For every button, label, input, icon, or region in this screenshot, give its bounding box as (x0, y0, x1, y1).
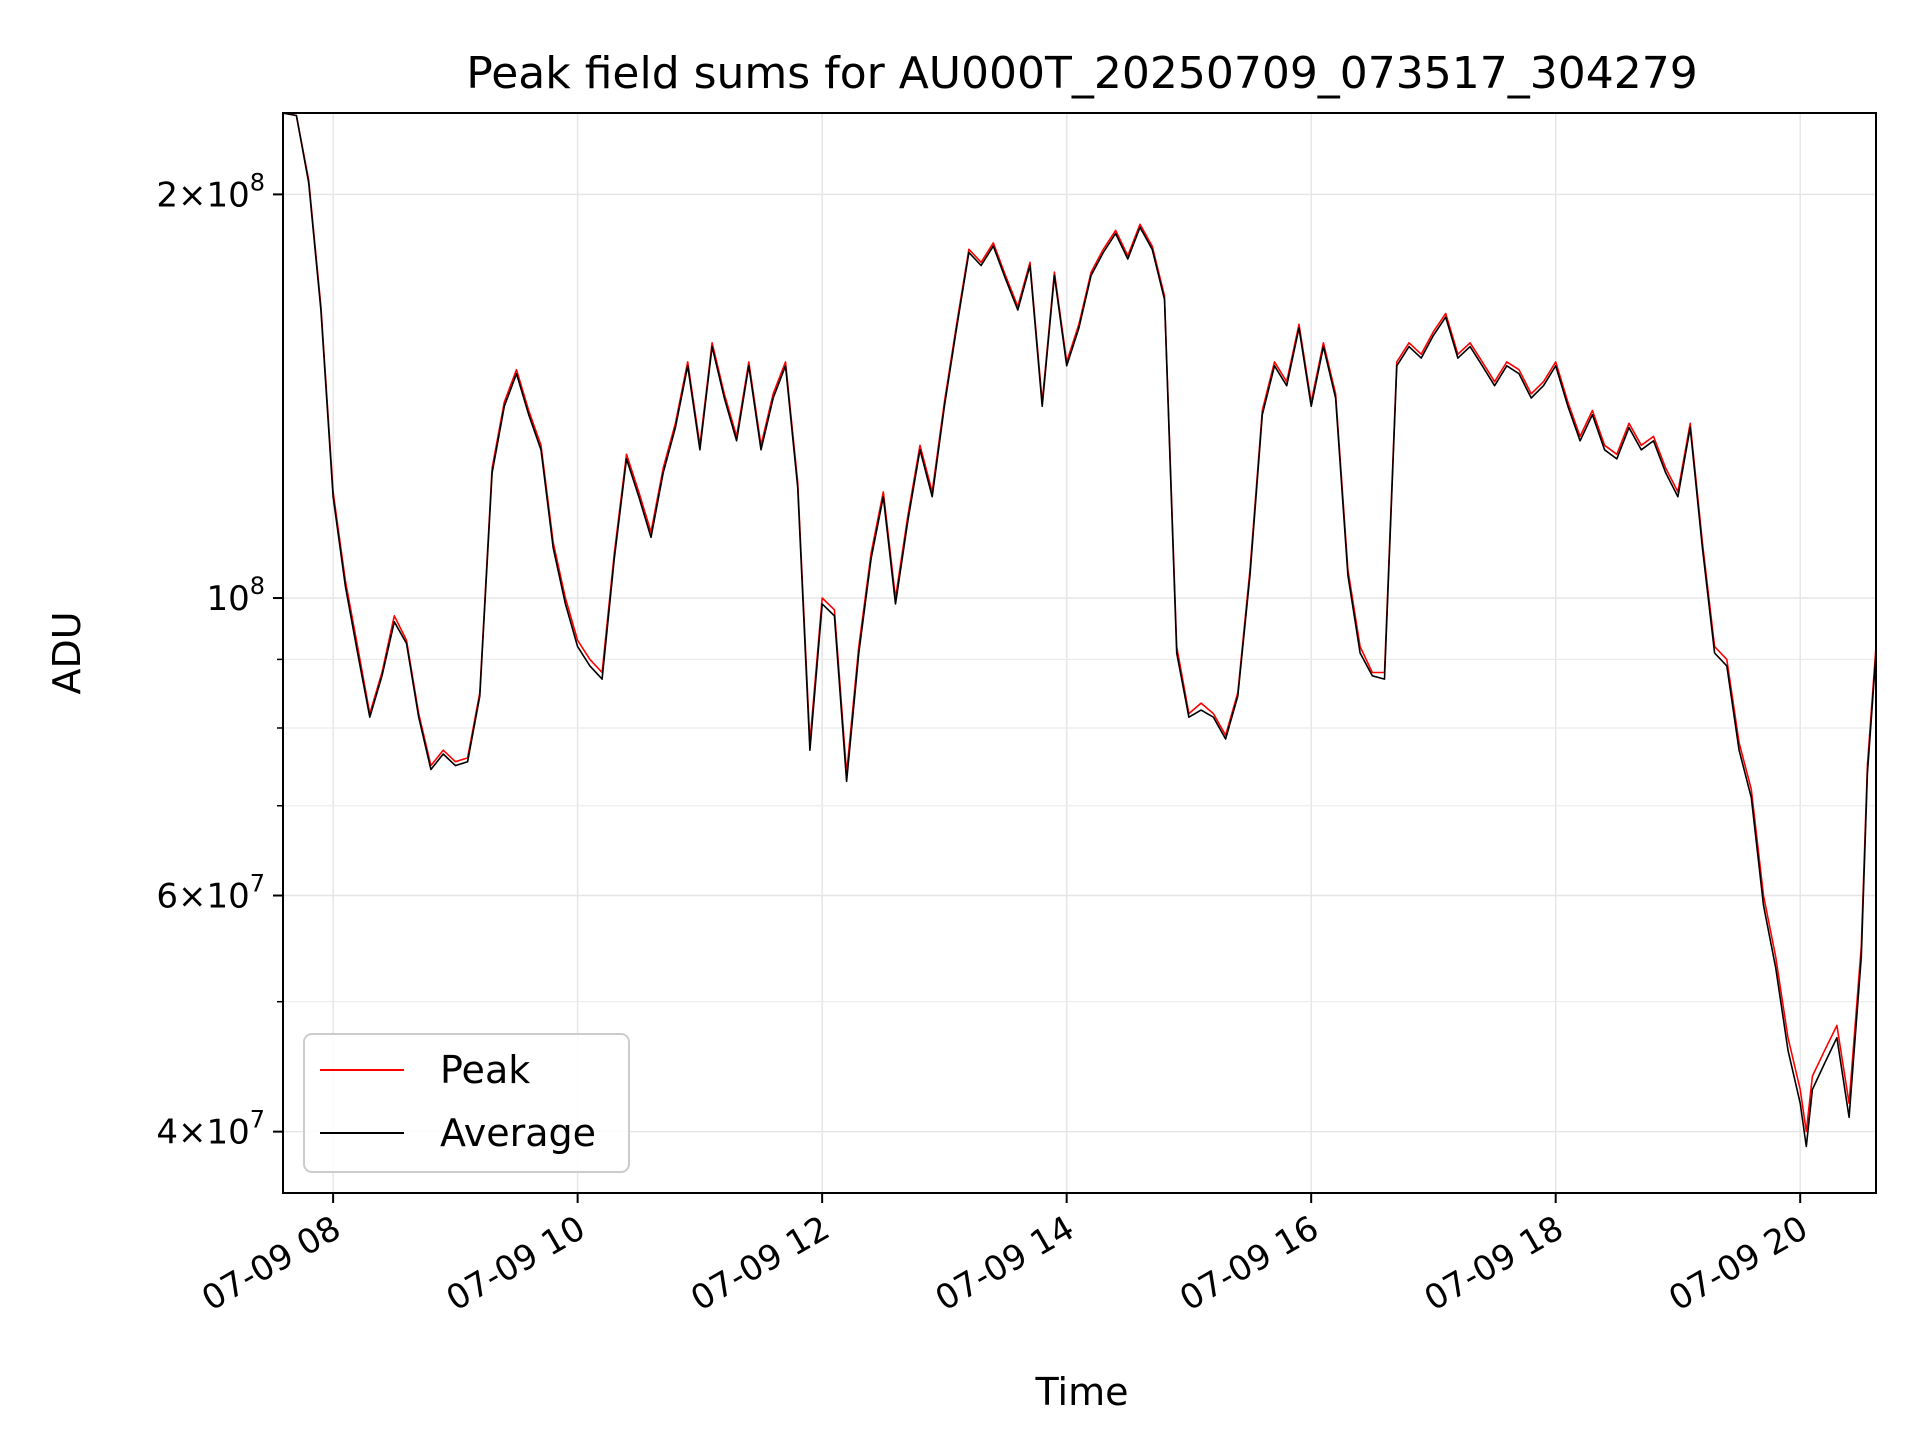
x-axis-label: Time (1035, 1370, 1129, 1414)
plot-area (283, 113, 1876, 1148)
y-tick-label: 2×108 (156, 168, 265, 215)
legend-label-peak: Peak (440, 1048, 530, 1092)
y-tick-label: 6×107 (156, 870, 265, 917)
legend: Peak Average (303, 1033, 630, 1173)
chart-title: Peak field sums for AU000T_20250709_0735… (466, 48, 1698, 99)
y-tick-label: 4×107 (156, 1106, 265, 1153)
y-axis-label: ADU (45, 611, 89, 694)
y-tick-label: 108 (206, 572, 265, 619)
plot-frame (282, 112, 1877, 1194)
y-axis: 4×107 6×107 108 2×108 (156, 168, 283, 1153)
legend-label-average: Average (440, 1111, 596, 1155)
series-line-average (283, 113, 1876, 1148)
legend-box (303, 1033, 630, 1173)
